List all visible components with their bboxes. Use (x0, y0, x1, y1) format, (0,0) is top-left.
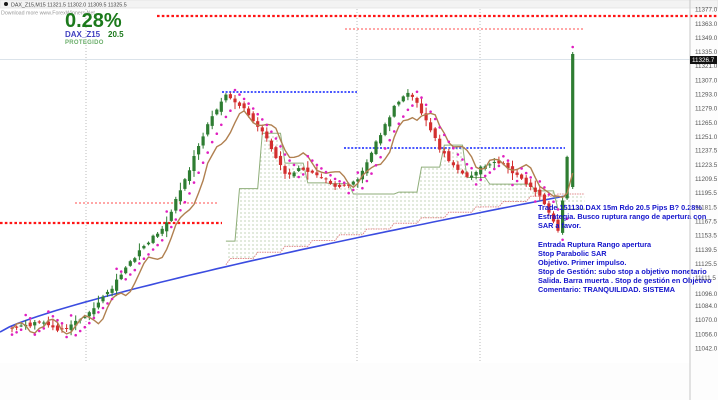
svg-text:0.28%: 0.28% (65, 10, 122, 32)
svg-text:Objetivo. Primer impulso.: Objetivo. Primer impulso. (538, 258, 626, 267)
svg-text:11096.0: 11096.0 (695, 291, 718, 298)
svg-text:Trade 151130 DAX 15m Rdo 20.5: Trade 151130 DAX 15m Rdo 20.5 Pips B? 0.… (538, 203, 702, 212)
svg-text:Comentario: TRANQUILIDAD. SIST: Comentario: TRANQUILIDAD. SISTEMA (538, 285, 676, 294)
svg-text:Entrada Ruptura Rango apertura: Entrada Ruptura Rango apertura (538, 240, 652, 249)
svg-text:11293.0: 11293.0 (695, 92, 718, 99)
svg-text:11042.0: 11042.0 (695, 346, 718, 353)
svg-text:11153.5: 11153.5 (695, 233, 717, 240)
svg-text:11181.5: 11181.5 (695, 204, 717, 211)
svg-text:11111.5: 11111.5 (695, 275, 716, 282)
svg-text:11195.5: 11195.5 (695, 190, 717, 197)
svg-text:11084.0: 11084.0 (695, 303, 718, 310)
svg-text:11125.5: 11125.5 (695, 261, 717, 268)
svg-text:DAX_Z15,M15 11321.5 11302.0: DAX_Z15,M15 11321.5 11302.0 11309.5 1132… (11, 2, 127, 8)
svg-text:11209.5: 11209.5 (695, 176, 718, 183)
svg-text:Stop de Gestión: subo stop a o: Stop de Gestión: subo stop a objetivo mo… (538, 267, 707, 276)
svg-text:SAR a favor.: SAR a favor. (538, 221, 581, 230)
svg-text:PROTEGIDO: PROTEGIDO (65, 40, 104, 46)
svg-text:Salida. Barra muerta . Stop de: Salida. Barra muerta . Stop de gestión e… (538, 276, 712, 285)
svg-text:11307.0: 11307.0 (695, 77, 718, 84)
svg-text:11265.0: 11265.0 (695, 120, 718, 127)
svg-text:11167.5: 11167.5 (695, 219, 717, 226)
svg-text:11251.0: 11251.0 (695, 134, 718, 141)
svg-text:Stop Parabolic SAR: Stop Parabolic SAR (538, 249, 607, 258)
svg-text:11363.0: 11363.0 (695, 21, 718, 28)
svg-text:11335.0: 11335.0 (695, 49, 718, 56)
svg-text:11056.0: 11056.0 (695, 331, 718, 338)
svg-text:11279.0: 11279.0 (695, 106, 718, 113)
svg-text:11223.5: 11223.5 (695, 162, 718, 169)
svg-text:Estrategia. Busco ruptura rang: Estrategia. Busco ruptura rango de apert… (538, 212, 706, 221)
svg-text:11321.0: 11321.0 (695, 63, 718, 70)
svg-text:11237.5: 11237.5 (695, 148, 718, 155)
svg-text:11139.5: 11139.5 (695, 247, 717, 254)
svg-text:11326.7: 11326.7 (692, 57, 715, 64)
svg-text:11377.0: 11377.0 (695, 7, 718, 14)
svg-text:20.5: 20.5 (108, 30, 124, 39)
svg-text:DAX_Z15: DAX_Z15 (65, 30, 101, 39)
svg-text:11349.0: 11349.0 (695, 35, 718, 42)
svg-text:11070.0: 11070.0 (695, 317, 718, 324)
